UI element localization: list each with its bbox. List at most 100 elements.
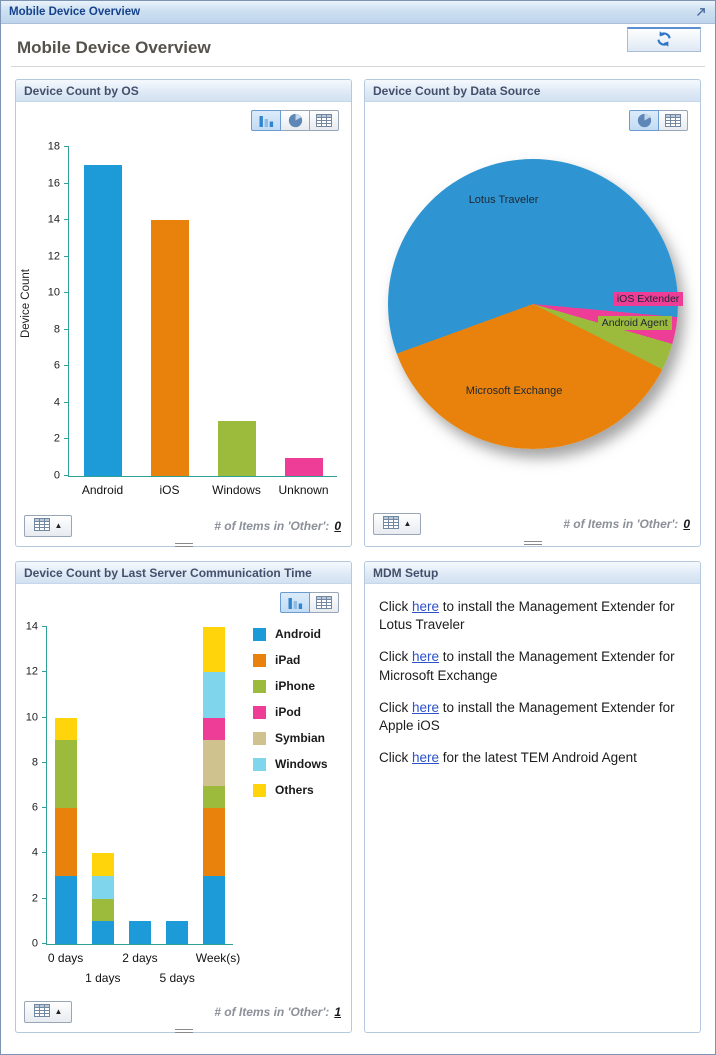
bar-segment-5-days-android: [166, 921, 189, 944]
panel-resize-grip[interactable]: [16, 1027, 351, 1034]
y-tick-mark: [42, 943, 47, 944]
device-count-by-os-chart: Device Count 0 2 4 6 8 10 12 14 16 18 Android iOS Win…: [16, 131, 351, 511]
panel-device-count-by-data-source: Device Count by Data Source Lotus Travel…: [364, 79, 701, 547]
bar-chart-view-button[interactable]: [251, 110, 281, 131]
panel-mdm-setup: MDM Setup Click here to install the Mana…: [364, 561, 701, 1033]
other-items-count-link[interactable]: 0: [334, 519, 341, 533]
mdm-link-microsoft-exchange[interactable]: here: [412, 649, 440, 665]
pie-slice-label-lotus-traveler: Lotus Traveler: [468, 193, 539, 206]
collapse-up-arrow-icon: ▲: [403, 519, 412, 528]
bar-segment-week-s-ipod: [203, 717, 226, 741]
mdm-text: Click: [379, 599, 412, 614]
legend-item-windows: Windows: [253, 757, 351, 771]
x-tick-label-week-s: Week(s): [195, 951, 241, 965]
show-table-toggle-button[interactable]: ▲: [24, 1001, 72, 1023]
other-items-count-link[interactable]: 0: [683, 517, 690, 531]
other-items-label: # of Items in 'Other':: [563, 517, 679, 531]
heading-divider: [11, 66, 705, 67]
bar-segment-0-days-others: [54, 717, 77, 741]
y-tick-label: 12: [47, 250, 60, 263]
x-tick-label-1-days: 1 days: [85, 971, 121, 985]
y-tick-label: 0: [31, 937, 38, 950]
collapse-up-arrow-icon: ▲: [54, 521, 63, 530]
legend-item-iphone: iPhone: [253, 679, 351, 693]
panel-resize-grip[interactable]: [365, 539, 700, 546]
table-view-button[interactable]: [309, 110, 339, 131]
mdm-text: to install the Management Extender for A…: [379, 699, 675, 734]
mdm-text: Click: [379, 699, 412, 715]
legend-label: Symbian: [275, 731, 326, 745]
page-header: Mobile Device Overview: [1, 24, 715, 66]
legend-swatch-icon: [253, 679, 266, 693]
show-table-toggle-button[interactable]: ▲: [24, 515, 72, 537]
pie-slice-label-microsoft-exchange: Microsoft Exchange: [465, 385, 563, 398]
y-tick-label: 6: [31, 801, 38, 814]
panel-device-count-by-last-server-communication-time: Device Count by Last Server Communicatio…: [15, 561, 352, 1033]
legend-swatch-icon: [253, 627, 266, 641]
table-view-button[interactable]: [658, 110, 688, 131]
refresh-button[interactable]: [627, 27, 701, 52]
legend-item-android: Android: [253, 627, 351, 641]
y-tick-mark: [42, 897, 47, 899]
other-items-note: # of Items in 'Other': 1: [214, 1005, 341, 1019]
y-tick-mark: [42, 671, 47, 673]
pie-chart-area: Lotus Traveler iOS Extender Android Agent M…: [387, 159, 684, 449]
legend-swatch-icon: [253, 653, 266, 667]
legend-item-ipod: iPod: [253, 705, 351, 719]
panel-title: Device Count by Last Server Communicatio…: [16, 562, 351, 584]
bar-windows: [217, 421, 256, 476]
mdm-text: Click: [379, 649, 412, 665]
legend-label: Windows: [275, 757, 328, 771]
y-tick-mark: [64, 475, 69, 476]
show-table-toggle-button[interactable]: ▲: [373, 513, 421, 535]
y-tick-label: 8: [31, 756, 38, 769]
pie-slice-label-ios-extender: iOS Extender: [612, 292, 684, 307]
y-tick-label: 6: [53, 359, 60, 372]
mdm-link-lotus-traveler[interactable]: here: [412, 599, 440, 614]
bar-segment-week-s-others: [203, 627, 226, 673]
bar-segment-0-days-android: [54, 876, 77, 944]
x-tick-label-ios: iOS: [159, 483, 180, 497]
legend-item-symbian: Symbian: [253, 731, 351, 745]
bar-segment-1-days-android: [91, 921, 114, 944]
panel-title: Device Count by OS: [16, 80, 351, 102]
y-tick-mark: [42, 761, 47, 763]
bar-segment-1-days-iphone: [91, 898, 114, 922]
other-items-count-link[interactable]: 1: [334, 1005, 341, 1019]
panel-footer: ▲ # of Items in 'Other': 0: [16, 511, 351, 541]
panel-footer: ▲ # of Items in 'Other': 0: [365, 509, 700, 539]
bar-segment-week-s-iphone: [203, 785, 226, 809]
popout-icon[interactable]: [693, 4, 709, 20]
mdm-link-tem-android-agent[interactable]: here: [412, 750, 440, 766]
other-items-note: # of Items in 'Other': 0: [563, 517, 690, 531]
y-tick-mark: [64, 219, 69, 221]
y-tick-label: 14: [25, 620, 38, 633]
pie-chart-view-button[interactable]: [280, 110, 310, 131]
bar-segment-0-days-iphone: [54, 740, 77, 809]
pie-chart-view-button[interactable]: [629, 110, 659, 131]
plot-area: 0 2 4 6 8 10 12 14 16 18 Android iOS Windows Unknown: [48, 141, 337, 497]
mdm-instruction-tem-android-agent: Click here for the latest TEM Android Ag…: [379, 749, 686, 767]
collapse-up-arrow-icon: ▲: [54, 1007, 63, 1016]
table-icon: [33, 518, 50, 534]
bar-segment-week-s-android: [203, 876, 226, 944]
y-tick-mark: [64, 255, 69, 257]
y-tick-label: 16: [47, 177, 60, 190]
y-axis-title: Device Count: [20, 269, 32, 339]
y-tick-mark: [42, 716, 47, 718]
other-items-note: # of Items in 'Other': 0: [214, 519, 341, 533]
bar-android: [83, 165, 122, 476]
y-tick-label: 2: [31, 892, 38, 905]
table-icon: [382, 516, 399, 532]
bar-chart-view-button[interactable]: [280, 592, 310, 613]
y-tick-label: 8: [53, 323, 60, 336]
window-title: Mobile Device Overview: [9, 6, 141, 18]
panel-resize-grip[interactable]: [16, 541, 351, 548]
bar-unknown: [284, 457, 323, 476]
mdm-text: to install the Management Extender for L…: [379, 599, 675, 633]
legend-label: Others: [275, 783, 314, 797]
y-tick-label: 4: [53, 396, 60, 409]
table-view-button[interactable]: [309, 592, 339, 613]
mdm-link-apple-ios[interactable]: here: [412, 699, 440, 715]
bar-segment-week-s-windows: [203, 672, 226, 718]
